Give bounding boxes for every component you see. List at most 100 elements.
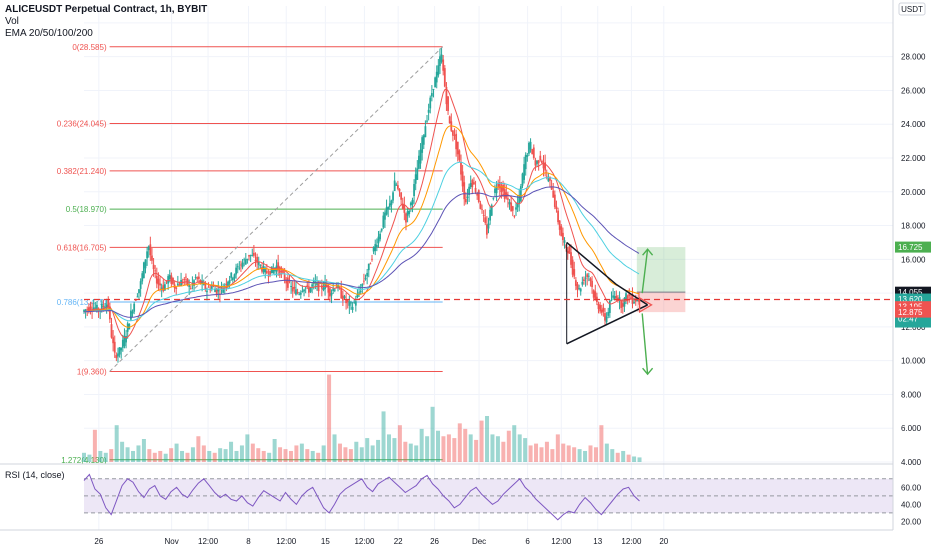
candle-body — [231, 278, 234, 281]
volume-bar — [550, 449, 555, 462]
volume-bar — [245, 434, 250, 462]
candle-body — [105, 304, 108, 309]
candle-body — [296, 292, 299, 294]
volume-bar — [604, 443, 609, 462]
candle-body — [626, 295, 629, 299]
volume-bar — [544, 441, 549, 462]
candle-body — [356, 294, 359, 298]
candle-body — [581, 281, 584, 285]
candle-body — [497, 183, 500, 187]
candle-body — [358, 292, 360, 294]
candle-body — [401, 203, 404, 209]
candle-body — [515, 207, 517, 210]
time-tick-label: 26 — [430, 537, 439, 546]
candle-body — [437, 65, 440, 76]
candle-body — [164, 284, 166, 291]
candle-body — [421, 137, 424, 153]
volume-bar — [441, 436, 446, 462]
candle-body — [361, 284, 364, 287]
candle-body — [440, 54, 443, 62]
up-arrow-head — [642, 248, 654, 256]
volume-bar — [370, 445, 375, 462]
volume-bar — [392, 438, 397, 462]
candle-body — [230, 272, 233, 278]
candle-body — [482, 215, 485, 216]
candle-body — [141, 273, 144, 282]
fib-trend-line — [109, 46, 444, 372]
candle-body — [340, 287, 343, 299]
candle-body — [574, 280, 577, 286]
candle-body — [447, 96, 449, 111]
candle-body — [552, 190, 555, 198]
candle-body — [418, 155, 420, 169]
candle-body — [293, 286, 296, 289]
volume-bar — [408, 443, 413, 462]
time-axis[interactable]: 26 Nov 12:00 8 12:00 15 12:00 22 26 Dec 6 12:00 13 12… — [0, 529, 893, 546]
candle-body — [375, 244, 378, 248]
candle-body — [448, 116, 451, 124]
candle-body — [479, 203, 482, 209]
price-tick-label: 22.000 — [901, 154, 926, 163]
volume-bar — [528, 445, 533, 462]
candle-body — [492, 198, 495, 200]
fibonacci-retracement[interactable]: 0(28.585) 0.236(24.045) 0.382(21.240) 0.5(1… — [57, 43, 444, 465]
candle-body — [254, 259, 257, 261]
volume-bar — [610, 449, 615, 462]
candle-body — [557, 210, 559, 223]
candle-body — [615, 295, 618, 299]
candle-body — [298, 293, 301, 295]
candle-body — [379, 233, 381, 240]
candle-body — [424, 126, 427, 138]
candle-body — [625, 293, 627, 299]
candle-body — [529, 141, 532, 150]
candle-body — [434, 77, 437, 88]
candle-body — [592, 290, 595, 298]
candle-body — [104, 306, 106, 309]
volume-bar — [234, 450, 239, 462]
candle-body — [532, 147, 535, 159]
candle-body — [113, 341, 116, 353]
volume-bar — [87, 454, 92, 462]
price-label-text: 14.055 — [898, 288, 923, 297]
volume-bar — [403, 441, 408, 462]
volume-bar — [386, 434, 391, 462]
volume-bar — [457, 423, 462, 462]
candle-body — [249, 254, 252, 256]
candle-body — [256, 256, 259, 263]
volume-bar — [397, 425, 402, 462]
candle-body — [549, 176, 551, 181]
volume-bar — [468, 434, 473, 462]
candle-body — [272, 268, 275, 273]
price-axis[interactable]: 4.0006.0008.00010.00012.00014.00016.0001… — [892, 0, 926, 530]
candle-body — [471, 180, 474, 188]
time-tick-label: 6 — [525, 537, 530, 546]
candle-body — [288, 280, 291, 282]
candle-body — [461, 171, 464, 187]
volume-bar — [92, 429, 97, 462]
candle-body — [511, 206, 514, 211]
candle-body — [222, 288, 225, 293]
volume-bar — [523, 438, 528, 462]
candle-body — [262, 266, 265, 273]
volume-bar — [490, 434, 495, 462]
time-tick-label: 22 — [394, 537, 403, 546]
candle-body — [257, 261, 260, 265]
price-label-extra: 02:47 — [898, 315, 919, 324]
volume-bar — [376, 439, 381, 462]
time-tick-label: 15 — [321, 537, 330, 546]
rsi-tick-label: 60.00 — [901, 483, 922, 492]
candle-body — [502, 184, 504, 191]
candle-body — [117, 353, 119, 357]
time-tick-label: 20 — [659, 537, 668, 546]
down-arrow-shaft — [641, 313, 649, 375]
candle-body — [435, 71, 438, 83]
candle-body — [217, 289, 220, 292]
triangle-pattern-drawing[interactable] — [566, 241, 654, 376]
candle-body — [528, 143, 530, 154]
candle-body — [244, 259, 247, 265]
volume-bar — [82, 452, 86, 462]
candle-body — [204, 283, 207, 290]
price-tick-label: 8.000 — [901, 390, 922, 399]
candle-body — [167, 276, 170, 284]
